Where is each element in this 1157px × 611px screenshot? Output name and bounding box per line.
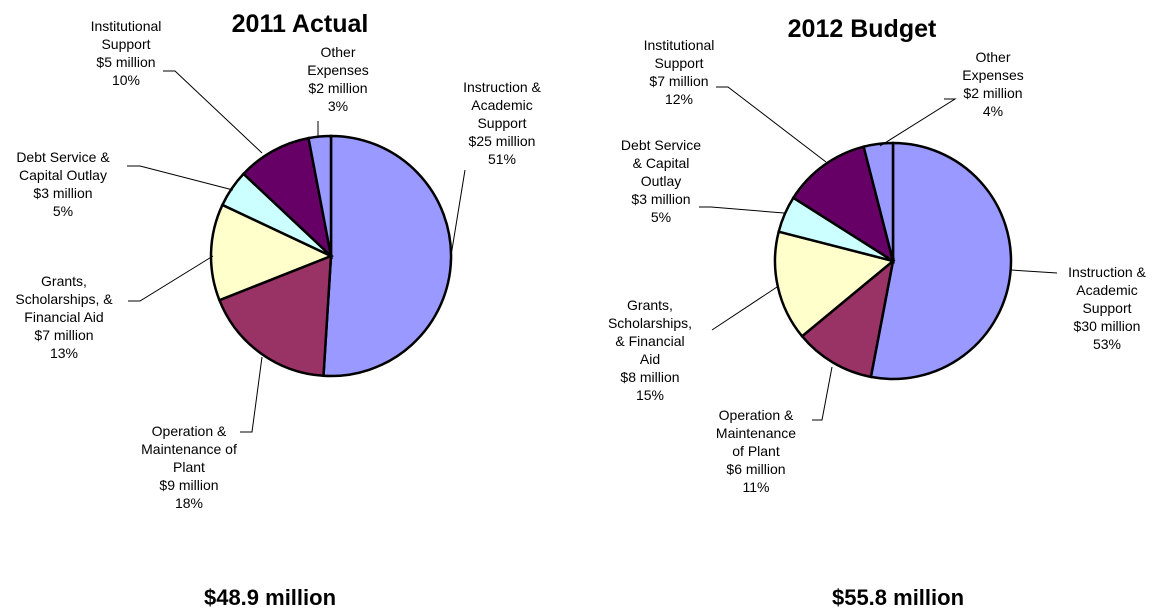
slice-label-institutional: Institutional Support $5 million 10% <box>91 18 162 88</box>
pie-slice-instruction <box>869 141 1013 381</box>
slice-label-line: $8 million <box>620 369 679 385</box>
slice-label-line: 10% <box>112 72 140 88</box>
slice-label-line: & Financial <box>615 333 684 349</box>
slice-label-line: Maintenance of <box>141 441 237 457</box>
slice-label-line: 4% <box>983 103 1003 119</box>
slice-label-line: Financial Aid <box>24 309 103 325</box>
total-2011: $48.9 million <box>204 585 336 610</box>
slice-label-line: 13% <box>50 345 78 361</box>
leader-line-institutional <box>163 70 263 154</box>
leader-line-grants <box>128 255 214 302</box>
slice-label-grants: Grants, Scholarships, & Financial Aid $8 mil… <box>608 297 692 403</box>
slice-label-line: 12% <box>665 91 693 107</box>
slice-label-line: Expenses <box>307 62 368 78</box>
slice-label-other-expenses: Other Expenses $2 million 3% <box>307 44 368 114</box>
slice-label-line: Academic <box>471 97 532 113</box>
slice-label-line: Instruction & <box>463 79 541 95</box>
slice-label-line: Institutional <box>644 37 715 53</box>
slice-label-line: Aid <box>640 351 660 367</box>
slice-label-line: $25 million <box>469 133 536 149</box>
slice-label-line: $9 million <box>159 477 218 493</box>
pie-slice-institutional <box>241 136 333 260</box>
slice-label-line: Institutional <box>91 18 162 34</box>
slice-label-line: 5% <box>53 203 73 219</box>
pie-slice-other-expenses <box>307 134 333 257</box>
slice-label-line: Debt Service <box>621 137 701 153</box>
slice-label-line: Other <box>975 49 1010 65</box>
slice-label-line: $5 million <box>96 54 155 70</box>
slice-label-line: Operation & <box>152 423 227 439</box>
slice-label-line: $3 million <box>631 191 690 207</box>
slice-label-line: 11% <box>743 479 770 495</box>
leader-line-debt-service <box>127 165 234 191</box>
slice-label-other-expenses: Other Expenses $2 million 4% <box>962 49 1023 119</box>
slice-label-line: 3% <box>328 98 348 114</box>
leader-line-institutional <box>716 86 827 163</box>
slice-label-line: Scholarships, <box>608 315 692 331</box>
leader-line-grants <box>711 286 778 331</box>
slice-label-line: Grants, <box>627 297 673 313</box>
total-2012: $55.8 million <box>832 585 964 610</box>
slice-label-line: Outlay <box>641 173 681 189</box>
leader-line-instruction <box>449 169 466 263</box>
slice-label-instruction: Instruction & Academic Support $30 million 5… <box>1068 264 1146 352</box>
slice-label-line: Maintenance <box>716 425 796 441</box>
slice-label-line: $30 million <box>1074 318 1141 334</box>
slice-label-operation: Operation & Maintenance of Plant $6 million… <box>716 407 796 495</box>
chart-2011-actual: 2011 Actual Instruction & Academic Support… <box>15 10 541 610</box>
slice-label-line: Expenses <box>962 67 1023 83</box>
slice-label-line: Support <box>654 55 703 71</box>
slice-label-line: Other <box>320 44 355 60</box>
pie-slice-instruction <box>322 134 453 378</box>
leader-line-operation <box>812 366 833 421</box>
slice-label-line: Debt Service & <box>16 149 110 165</box>
slice-label-instruction: Instruction & Academic Support $25 million 5… <box>463 79 541 167</box>
slice-label-line: 18% <box>175 495 203 511</box>
pie-slice-operation <box>800 257 895 379</box>
chart-2012-budget: 2012 Budget Instruction & Academic Support… <box>608 15 1147 610</box>
chart-title-2012: 2012 Budget <box>788 15 937 43</box>
slice-label-line: Support <box>101 36 150 52</box>
slice-label-grants: Grants, Scholarships, & Financial Aid $7 mi… <box>15 273 113 361</box>
slice-label-debt-service: Debt Service & Capital Outlay $3 million 5% <box>621 137 701 225</box>
chart-title-2011: 2011 Actual <box>232 10 369 38</box>
slice-label-line: Plant <box>173 459 205 475</box>
slice-label-line: Capital Outlay <box>19 167 107 183</box>
slice-label-line: Scholarships, & <box>15 291 113 307</box>
slice-label-operation: Operation & Maintenance of Plant $9 million… <box>141 423 237 511</box>
slice-label-line: Support <box>477 115 526 131</box>
slice-label-line: 51% <box>488 151 516 167</box>
slice-label-line: $7 million <box>34 327 93 343</box>
pie-2012: Instruction & Academic Support $30 million 5… <box>608 37 1147 495</box>
slice-label-line: Support <box>1082 300 1131 316</box>
leader-line-instruction <box>1010 269 1058 274</box>
slice-label-line: Grants, <box>41 273 87 289</box>
slice-label-line: 15% <box>636 387 664 403</box>
slice-label-institutional: Institutional Support $7 million 12% <box>644 37 715 107</box>
slice-label-debt-service: Debt Service & Capital Outlay $3 million 5% <box>16 149 110 219</box>
pie-slice-institutional <box>791 145 895 264</box>
slice-label-line: Operation & <box>719 407 794 423</box>
pie-slice-operation <box>217 254 333 378</box>
leader-line-debt-service <box>699 206 785 214</box>
leader-line-operation <box>240 356 263 433</box>
slice-label-line: 53% <box>1093 336 1121 352</box>
slice-label-line: 5% <box>651 209 671 225</box>
pie-slice-grants <box>773 230 896 338</box>
slice-label-line: $2 million <box>308 80 367 96</box>
pie-2011: Instruction & Academic Support $25 million 5… <box>15 18 541 511</box>
slice-label-line: of Plant <box>732 443 780 459</box>
slice-label-line: Academic <box>1076 282 1137 298</box>
leader-line-other-expenses <box>879 98 957 147</box>
pie-slice-grants <box>209 203 335 302</box>
slice-label-line: & Capital <box>633 155 690 171</box>
slice-label-line: $7 million <box>649 73 708 89</box>
pie-slice-other-expenses <box>862 141 895 262</box>
slice-label-line: $2 million <box>963 85 1022 101</box>
slice-label-line: $3 million <box>33 185 92 201</box>
slice-label-line: $6 million <box>726 461 785 477</box>
slice-label-line: Instruction & <box>1068 264 1146 280</box>
